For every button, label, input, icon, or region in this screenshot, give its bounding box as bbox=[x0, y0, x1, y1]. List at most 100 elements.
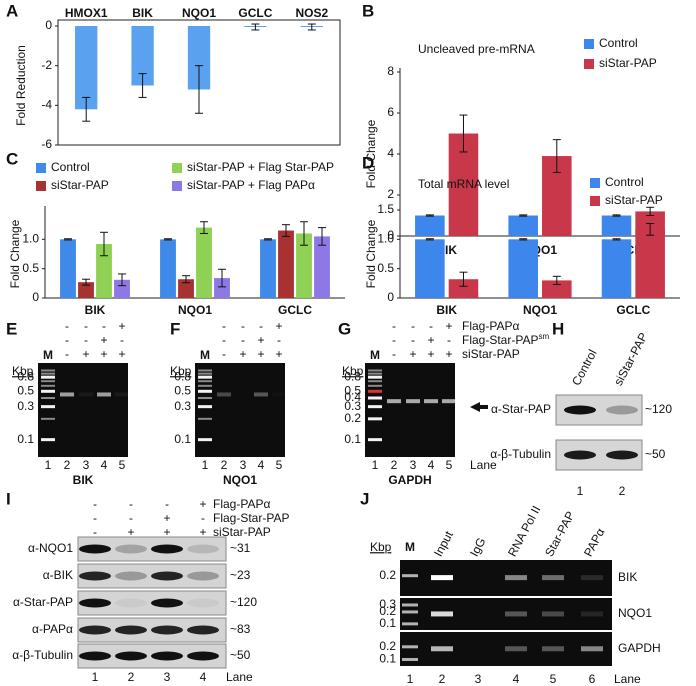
blot-band bbox=[606, 450, 638, 460]
lane-number: 4 bbox=[513, 672, 520, 686]
error-bar bbox=[612, 238, 621, 241]
size-label: 0.8 bbox=[174, 369, 191, 383]
bar bbox=[542, 280, 572, 298]
sample-band bbox=[431, 575, 453, 581]
error-bar bbox=[318, 227, 326, 246]
size-label: 0.3 bbox=[17, 399, 34, 413]
ladder-band bbox=[368, 369, 382, 372]
blot-label: α-β-Tubulin bbox=[490, 447, 551, 461]
lane-number: 2 bbox=[619, 484, 626, 498]
error-bar bbox=[459, 114, 468, 153]
legend-swatch bbox=[584, 59, 594, 69]
bar bbox=[415, 239, 445, 298]
annotation: Total mRNA level bbox=[418, 177, 509, 191]
sample-band bbox=[581, 611, 603, 617]
y-tick-label: -6 bbox=[41, 137, 52, 151]
plot-frame bbox=[57, 19, 341, 146]
size-label: 0.2 bbox=[379, 568, 396, 582]
sign: - bbox=[84, 319, 88, 333]
legend-swatch bbox=[172, 181, 182, 191]
ladder-band bbox=[41, 397, 55, 400]
ladder-band bbox=[41, 438, 55, 442]
ladder-band bbox=[198, 405, 212, 409]
panel-label: D bbox=[362, 153, 374, 172]
legend-label: siStar-PAP + Flag PAPα bbox=[187, 178, 315, 192]
bar bbox=[160, 239, 176, 298]
error-bar bbox=[646, 222, 655, 236]
ladder-band bbox=[368, 438, 382, 442]
sign: - bbox=[392, 347, 396, 361]
lane-number: 2 bbox=[64, 458, 71, 472]
sign: + bbox=[118, 319, 125, 333]
sign: - bbox=[129, 497, 133, 511]
bar bbox=[75, 26, 98, 110]
sample-band bbox=[431, 611, 453, 617]
category-label: BIK bbox=[132, 6, 153, 20]
error-bar bbox=[82, 278, 90, 286]
panel-label: A bbox=[6, 1, 18, 20]
gene-label: BIK bbox=[73, 473, 94, 487]
sign: + bbox=[427, 333, 434, 347]
sample-band bbox=[542, 646, 564, 652]
size-label: 0.4 bbox=[344, 390, 361, 404]
sample-band bbox=[254, 392, 268, 397]
ladder-band bbox=[368, 389, 382, 393]
column-label: RNA Pol II bbox=[505, 503, 543, 558]
error-bar bbox=[182, 275, 190, 284]
blot-label: α-Star-PAP bbox=[491, 402, 551, 416]
sign: - bbox=[222, 347, 226, 361]
error-bar bbox=[251, 23, 260, 31]
condition-label: siStar-PAP bbox=[462, 347, 520, 361]
sample-band bbox=[272, 392, 286, 396]
legend-label: siStar-PAP bbox=[51, 178, 109, 192]
size-label: 0.5 bbox=[17, 383, 34, 397]
size-label: 0.3 bbox=[379, 597, 396, 611]
bar bbox=[415, 215, 445, 236]
sign: + bbox=[257, 347, 264, 361]
blot-band bbox=[187, 571, 219, 581]
category-label: NQO1 bbox=[523, 303, 557, 317]
category-label: HMOX1 bbox=[65, 6, 108, 20]
sign: + bbox=[239, 347, 246, 361]
error-bar bbox=[138, 73, 147, 98]
sample-band bbox=[60, 392, 74, 397]
panel-label: J bbox=[360, 489, 369, 508]
ladder-band bbox=[41, 417, 55, 420]
bar bbox=[196, 227, 212, 298]
lane-number: 2 bbox=[391, 458, 398, 472]
legend-label: siStar-PAP bbox=[599, 56, 657, 70]
panel-label: F bbox=[170, 319, 180, 338]
sign: - bbox=[129, 511, 133, 525]
kbp-label: Kbp bbox=[370, 540, 392, 554]
marker-label: M bbox=[43, 348, 53, 362]
marker-label: M bbox=[370, 348, 380, 362]
condition-label: Flag-Star-PAPsm bbox=[462, 332, 549, 347]
arrow bbox=[470, 402, 488, 412]
size-label: 0.1 bbox=[17, 432, 34, 446]
column-label: Input bbox=[431, 528, 456, 559]
bar bbox=[448, 279, 479, 298]
lane-number: 4 bbox=[428, 458, 435, 472]
sample-band bbox=[387, 399, 401, 404]
sign: - bbox=[241, 333, 245, 347]
size-label: ~120 bbox=[230, 595, 257, 609]
lane-number: 6 bbox=[589, 672, 596, 686]
ladder-band bbox=[402, 657, 418, 661]
condition-label: Flag-PAPα bbox=[213, 497, 270, 511]
lane-number: 3 bbox=[410, 458, 417, 472]
sample-band bbox=[115, 392, 129, 397]
ladder-band bbox=[198, 438, 212, 442]
legend-label: siStar-PAP + Flag Star-PAP bbox=[187, 160, 334, 174]
lane-number: 5 bbox=[119, 458, 126, 472]
blot-band bbox=[564, 450, 596, 460]
error-bar bbox=[459, 271, 468, 287]
blot-band bbox=[151, 651, 183, 661]
error-bar bbox=[118, 273, 126, 287]
sign: + bbox=[163, 525, 170, 539]
y-axis-label: Fold Reduction bbox=[14, 45, 28, 126]
blot-band bbox=[187, 598, 219, 608]
legend-label: Control bbox=[605, 175, 644, 189]
sign: - bbox=[65, 347, 69, 361]
ladder-band bbox=[198, 384, 212, 387]
error-bar bbox=[519, 214, 528, 217]
